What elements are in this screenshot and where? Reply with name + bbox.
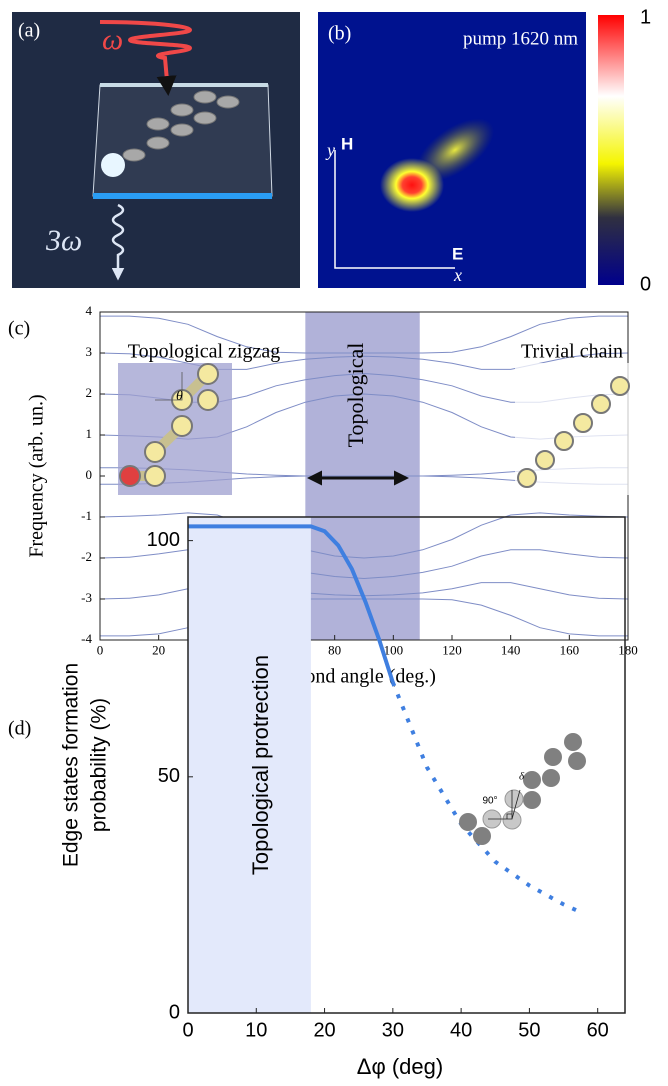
y-tick-label: 2: [86, 385, 93, 400]
panel-a: (a) ω 3ω: [12, 12, 300, 288]
panel-label: (a): [18, 20, 40, 42]
pump-label: ω: [102, 23, 123, 56]
caption: pump 1620 nm: [463, 28, 578, 49]
x-tick-label: 140: [501, 643, 521, 658]
y-tick-label: -3: [81, 590, 92, 605]
harmonic-label: 3ω: [45, 224, 82, 257]
x-tick-label: 30: [382, 1019, 404, 1041]
y-axis-label: Frequency (arb. un.): [26, 394, 48, 557]
panel-d-inset: 90° δ: [459, 733, 586, 845]
x-tick-label: 120: [442, 643, 462, 658]
y-tick-label: -2: [81, 549, 92, 564]
figure: (a) ω 3ω (b) pump 1620 nm y H E x 1 0 To…: [0, 0, 668, 1086]
panel-label: (d): [8, 718, 31, 740]
panel-label: (b): [328, 23, 351, 45]
colorbar-tick-label: 1: [640, 6, 651, 28]
signal-spot: [380, 158, 444, 212]
x-axis-label: Δφ (deg): [357, 1054, 443, 1079]
y-tick-label: 4: [86, 303, 93, 318]
colorbar: [598, 15, 624, 285]
annotation: Topological zigzag: [128, 341, 280, 363]
angle-label: θ: [176, 389, 183, 404]
y-tick-label: 3: [86, 344, 93, 359]
y-tick-label: -1: [81, 508, 92, 523]
y-tick-label: -4: [81, 631, 92, 646]
y-tick-label: 0: [86, 467, 93, 482]
y-axis-label: Edge states formation: [60, 663, 83, 867]
x-tick-label: 0: [182, 1019, 193, 1041]
x-tick-label: 180: [618, 643, 638, 658]
field-label: H: [341, 134, 353, 153]
x-tick-label: 60: [587, 1019, 609, 1041]
colorbar-tick-label: 0: [640, 273, 651, 295]
field-label: E: [452, 244, 463, 263]
axis-label: x: [453, 265, 462, 285]
y-tick-label: 0: [169, 1001, 180, 1023]
x-tick-label: 20: [152, 643, 165, 658]
y-tick-label: 100: [147, 529, 180, 551]
annotation: Trivial chain: [521, 341, 623, 363]
x-axis-label: Bond angle (deg.): [292, 666, 436, 688]
x-tick-label: 160: [560, 643, 580, 658]
x-tick-label: 10: [245, 1019, 267, 1041]
dimer-chain: [459, 733, 586, 845]
shade-label: Topological: [343, 343, 368, 448]
angle-label: 90°: [482, 796, 497, 807]
x-tick-label: 80: [328, 643, 341, 658]
axis-label: y: [325, 140, 335, 160]
x-tick-label: 40: [450, 1019, 472, 1041]
excited-pillar: [101, 153, 125, 177]
substrate: [93, 193, 272, 199]
panel-b: (b) pump 1620 nm y H E x 1 0: [318, 6, 651, 295]
y-axis-label: probability (%): [88, 698, 111, 832]
x-tick-label: 0: [97, 643, 104, 658]
panel-label: (c): [8, 318, 30, 340]
slab: [93, 85, 272, 196]
x-tick-label: 50: [518, 1019, 540, 1041]
angle-label: δ: [519, 771, 525, 783]
y-tick-label: 50: [158, 765, 180, 787]
shade-label: Topological protrection: [248, 655, 273, 875]
y-tick-label: 1: [86, 426, 93, 441]
x-tick-label: 100: [384, 643, 404, 658]
x-tick-label: 20: [313, 1019, 335, 1041]
